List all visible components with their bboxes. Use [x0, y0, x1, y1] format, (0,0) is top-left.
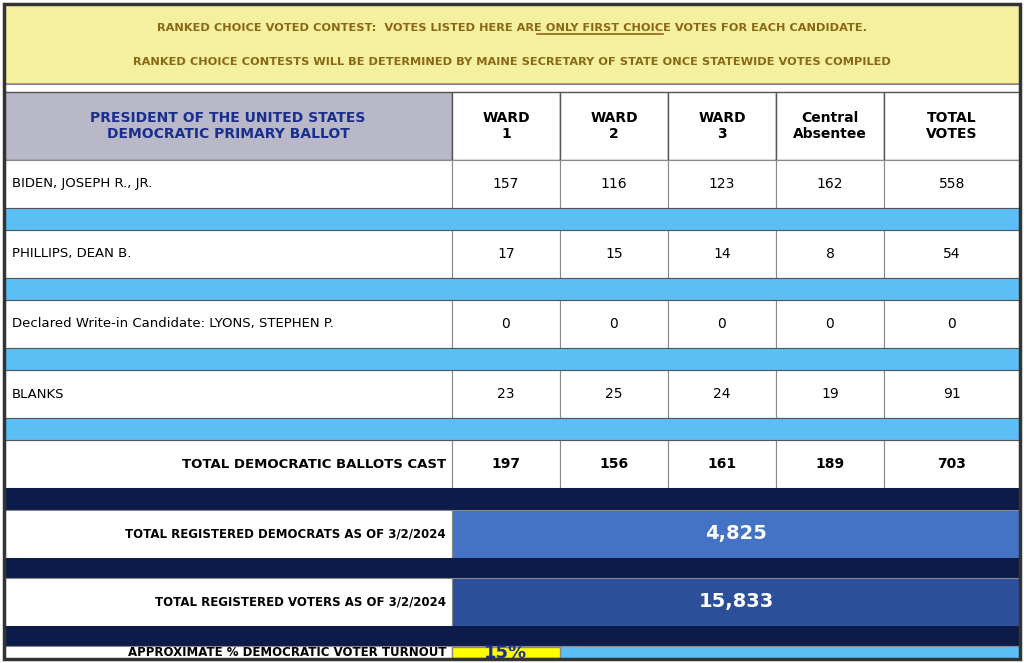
- Text: 123: 123: [709, 177, 735, 191]
- Text: 156: 156: [599, 457, 629, 471]
- Bar: [776, 230, 884, 278]
- Text: 0: 0: [825, 317, 835, 331]
- Text: PHILLIPS, DEAN B.: PHILLIPS, DEAN B.: [12, 247, 131, 261]
- Text: TOTAL REGISTERED DEMOCRATS AS OF 3/2/2024: TOTAL REGISTERED DEMOCRATS AS OF 3/2/202…: [125, 528, 446, 540]
- Text: 197: 197: [492, 457, 520, 471]
- Bar: [776, 160, 884, 208]
- Bar: [884, 230, 1020, 278]
- Bar: [4, 160, 452, 208]
- Bar: [668, 300, 776, 348]
- Text: TOTAL
VOTES: TOTAL VOTES: [927, 111, 978, 141]
- Bar: [776, 370, 884, 418]
- Bar: [560, 92, 668, 160]
- Text: 703: 703: [938, 457, 967, 471]
- Text: 15,833: 15,833: [698, 593, 773, 611]
- Bar: [452, 440, 560, 488]
- Bar: [884, 440, 1020, 488]
- Bar: [776, 92, 884, 160]
- Bar: [4, 488, 1020, 510]
- Bar: [560, 440, 668, 488]
- Bar: [4, 558, 1020, 578]
- Bar: [4, 578, 452, 626]
- Bar: [4, 230, 452, 278]
- Bar: [884, 92, 1020, 160]
- Bar: [668, 440, 776, 488]
- Bar: [668, 160, 776, 208]
- Bar: [452, 578, 1020, 626]
- Text: 189: 189: [815, 457, 845, 471]
- Bar: [452, 510, 1020, 558]
- Text: 4,825: 4,825: [706, 524, 767, 544]
- Text: TOTAL DEMOCRATIC BALLOTS CAST: TOTAL DEMOCRATIC BALLOTS CAST: [182, 457, 446, 471]
- Bar: [4, 626, 1020, 646]
- Text: 0: 0: [718, 317, 726, 331]
- Text: 17: 17: [498, 247, 515, 261]
- Bar: [452, 230, 560, 278]
- Text: 15: 15: [605, 247, 623, 261]
- Bar: [776, 440, 884, 488]
- Text: 116: 116: [601, 177, 628, 191]
- Bar: [668, 370, 776, 418]
- Bar: [452, 646, 1020, 659]
- Text: 54: 54: [943, 247, 961, 261]
- Text: 162: 162: [817, 177, 843, 191]
- Bar: [560, 300, 668, 348]
- Text: WARD
3: WARD 3: [698, 111, 745, 141]
- Text: 0: 0: [502, 317, 510, 331]
- Bar: [4, 300, 452, 348]
- Bar: [4, 84, 1020, 92]
- Bar: [4, 92, 452, 160]
- Text: 161: 161: [708, 457, 736, 471]
- Text: Central
Absentee: Central Absentee: [793, 111, 867, 141]
- Text: 23: 23: [498, 387, 515, 401]
- Text: RANKED CHOICE CONTESTS WILL BE DETERMINED BY MAINE SECRETARY OF STATE ONCE STATE: RANKED CHOICE CONTESTS WILL BE DETERMINE…: [133, 56, 891, 66]
- Text: BLANKS: BLANKS: [12, 387, 65, 400]
- Bar: [452, 300, 560, 348]
- Bar: [668, 92, 776, 160]
- Text: 0: 0: [609, 317, 618, 331]
- Bar: [452, 370, 560, 418]
- Text: 0: 0: [947, 317, 956, 331]
- Text: APPROXIMATE % DEMOCRATIC VOTER TURNOUT: APPROXIMATE % DEMOCRATIC VOTER TURNOUT: [128, 646, 446, 659]
- Bar: [776, 300, 884, 348]
- Bar: [4, 4, 1020, 84]
- Text: 91: 91: [943, 387, 961, 401]
- Bar: [4, 370, 452, 418]
- Text: 15%: 15%: [484, 644, 527, 662]
- Text: WARD
1: WARD 1: [482, 111, 529, 141]
- Bar: [452, 647, 560, 658]
- Text: BIDEN, JOSEPH R., JR.: BIDEN, JOSEPH R., JR.: [12, 178, 153, 190]
- Text: PRESIDENT OF THE UNITED STATES
DEMOCRATIC PRIMARY BALLOT: PRESIDENT OF THE UNITED STATES DEMOCRATI…: [90, 111, 366, 141]
- Bar: [560, 370, 668, 418]
- Bar: [560, 230, 668, 278]
- Bar: [884, 370, 1020, 418]
- Text: 19: 19: [821, 387, 839, 401]
- Text: 25: 25: [605, 387, 623, 401]
- Bar: [668, 230, 776, 278]
- Bar: [4, 440, 452, 488]
- Text: 157: 157: [493, 177, 519, 191]
- Text: Declared Write-in Candidate: LYONS, STEPHEN P.: Declared Write-in Candidate: LYONS, STEP…: [12, 318, 334, 330]
- Text: 8: 8: [825, 247, 835, 261]
- Bar: [884, 300, 1020, 348]
- Bar: [560, 646, 1020, 659]
- Text: TOTAL REGISTERED VOTERS AS OF 3/2/2024: TOTAL REGISTERED VOTERS AS OF 3/2/2024: [155, 595, 446, 609]
- Text: 14: 14: [713, 247, 731, 261]
- Bar: [884, 160, 1020, 208]
- Text: WARD
2: WARD 2: [590, 111, 638, 141]
- Text: 558: 558: [939, 177, 966, 191]
- Bar: [452, 92, 560, 160]
- Bar: [4, 348, 1020, 370]
- Bar: [4, 208, 1020, 230]
- Text: 24: 24: [714, 387, 731, 401]
- Text: RANKED CHOICE VOTED CONTEST:  VOTES LISTED HERE ARE ONLY FIRST CHOICE VOTES FOR : RANKED CHOICE VOTED CONTEST: VOTES LISTE…: [157, 23, 867, 33]
- Bar: [452, 160, 560, 208]
- Bar: [4, 418, 1020, 440]
- Bar: [4, 510, 452, 558]
- Bar: [4, 646, 452, 659]
- Bar: [4, 278, 1020, 300]
- Bar: [560, 160, 668, 208]
